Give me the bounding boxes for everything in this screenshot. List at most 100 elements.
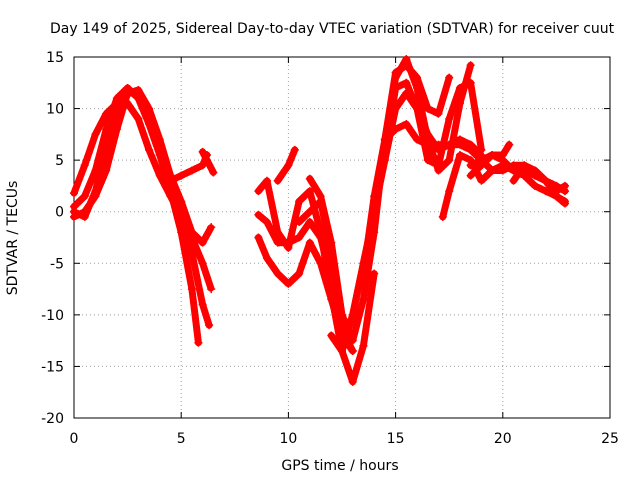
data-point [316,228,325,237]
data-point [520,161,529,170]
data-point [560,181,569,190]
data-point [498,150,507,159]
y-tick-label: 5 [55,153,64,169]
data-point [198,238,207,247]
y-tick-label: -10 [41,308,64,324]
data-point [466,61,475,70]
data-point [434,140,443,149]
data-point [445,114,454,123]
series-trace [254,177,378,386]
data-point [552,187,561,196]
series-trace [510,161,569,195]
data-point [177,197,186,206]
data-point [202,156,211,165]
data-point [348,310,357,319]
y-tick-labels: -20 -15 -10 -5 0 5 10 15 [41,50,64,427]
data-point [145,114,154,123]
data-point [359,295,368,304]
series-arc-4 [70,89,216,247]
y-axis-label: SDTVAR / TECUs [5,181,21,296]
data-point [402,78,411,87]
x-axis-label: GPS time / hours [281,458,398,474]
series-trace [70,89,215,247]
data-point [207,285,216,294]
data-point [198,259,207,268]
data-marks [70,55,569,386]
data-point [262,254,271,263]
data-point [391,73,400,82]
data-point [509,176,518,185]
data-point [380,135,389,144]
data-point [327,238,336,247]
data-point [273,176,282,185]
data-point [488,150,497,159]
data-point [509,166,518,175]
data-point [316,192,325,201]
data-point [466,171,475,180]
data-point [455,140,464,149]
data-point [284,161,293,170]
data-point [423,156,432,165]
data-point [102,109,111,118]
data-point [348,336,357,345]
y-tick-label: 15 [46,50,64,66]
data-point [445,156,454,165]
data-point [413,83,422,92]
y-tick-label: -20 [41,411,64,427]
y-tick-label: 10 [46,102,64,118]
series-arc-20 [466,140,514,170]
data-point [477,156,486,165]
data-point [177,171,186,180]
data-point [295,269,304,278]
data-point [70,202,78,211]
data-point [391,125,400,134]
data-point [541,176,550,185]
data-point [112,99,121,108]
data-point [445,187,454,196]
data-point [102,125,111,134]
data-point [520,171,529,180]
data-point [338,310,346,319]
data-point [134,114,143,123]
data-point [455,99,464,108]
data-point [413,135,422,144]
data-point [91,130,100,139]
data-point [284,279,293,288]
data-point [112,125,121,134]
data-point [80,192,89,201]
data-point [305,207,314,216]
series-arc-6 [198,147,218,177]
data-point [295,197,304,206]
data-point [254,210,263,219]
data-point [145,145,154,154]
data-point [102,166,111,175]
data-point [273,228,282,237]
data-point [262,176,271,185]
data-point [305,238,314,247]
data-point [194,338,203,347]
plot-frame [73,56,611,419]
data-point [423,104,432,113]
data-point [177,228,186,237]
data-point [155,171,164,180]
x-tick-label: 10 [279,431,297,447]
chart-title: Day 149 of 2025, Sidereal Day-to-day VTE… [50,21,615,37]
data-point [80,207,89,216]
data-point [305,174,314,183]
data-point [530,181,539,190]
data-point [402,120,411,129]
data-point [445,140,454,149]
data-point [370,192,379,201]
data-point [438,212,447,221]
data-point [134,89,143,98]
data-point [198,300,207,309]
data-point [445,73,454,82]
data-point [327,331,336,340]
data-point [290,145,299,154]
x-tick-label: 15 [387,431,405,447]
data-point [466,145,475,154]
x-tick-label: 20 [494,431,512,447]
data-point [305,187,314,196]
data-point [207,223,216,232]
